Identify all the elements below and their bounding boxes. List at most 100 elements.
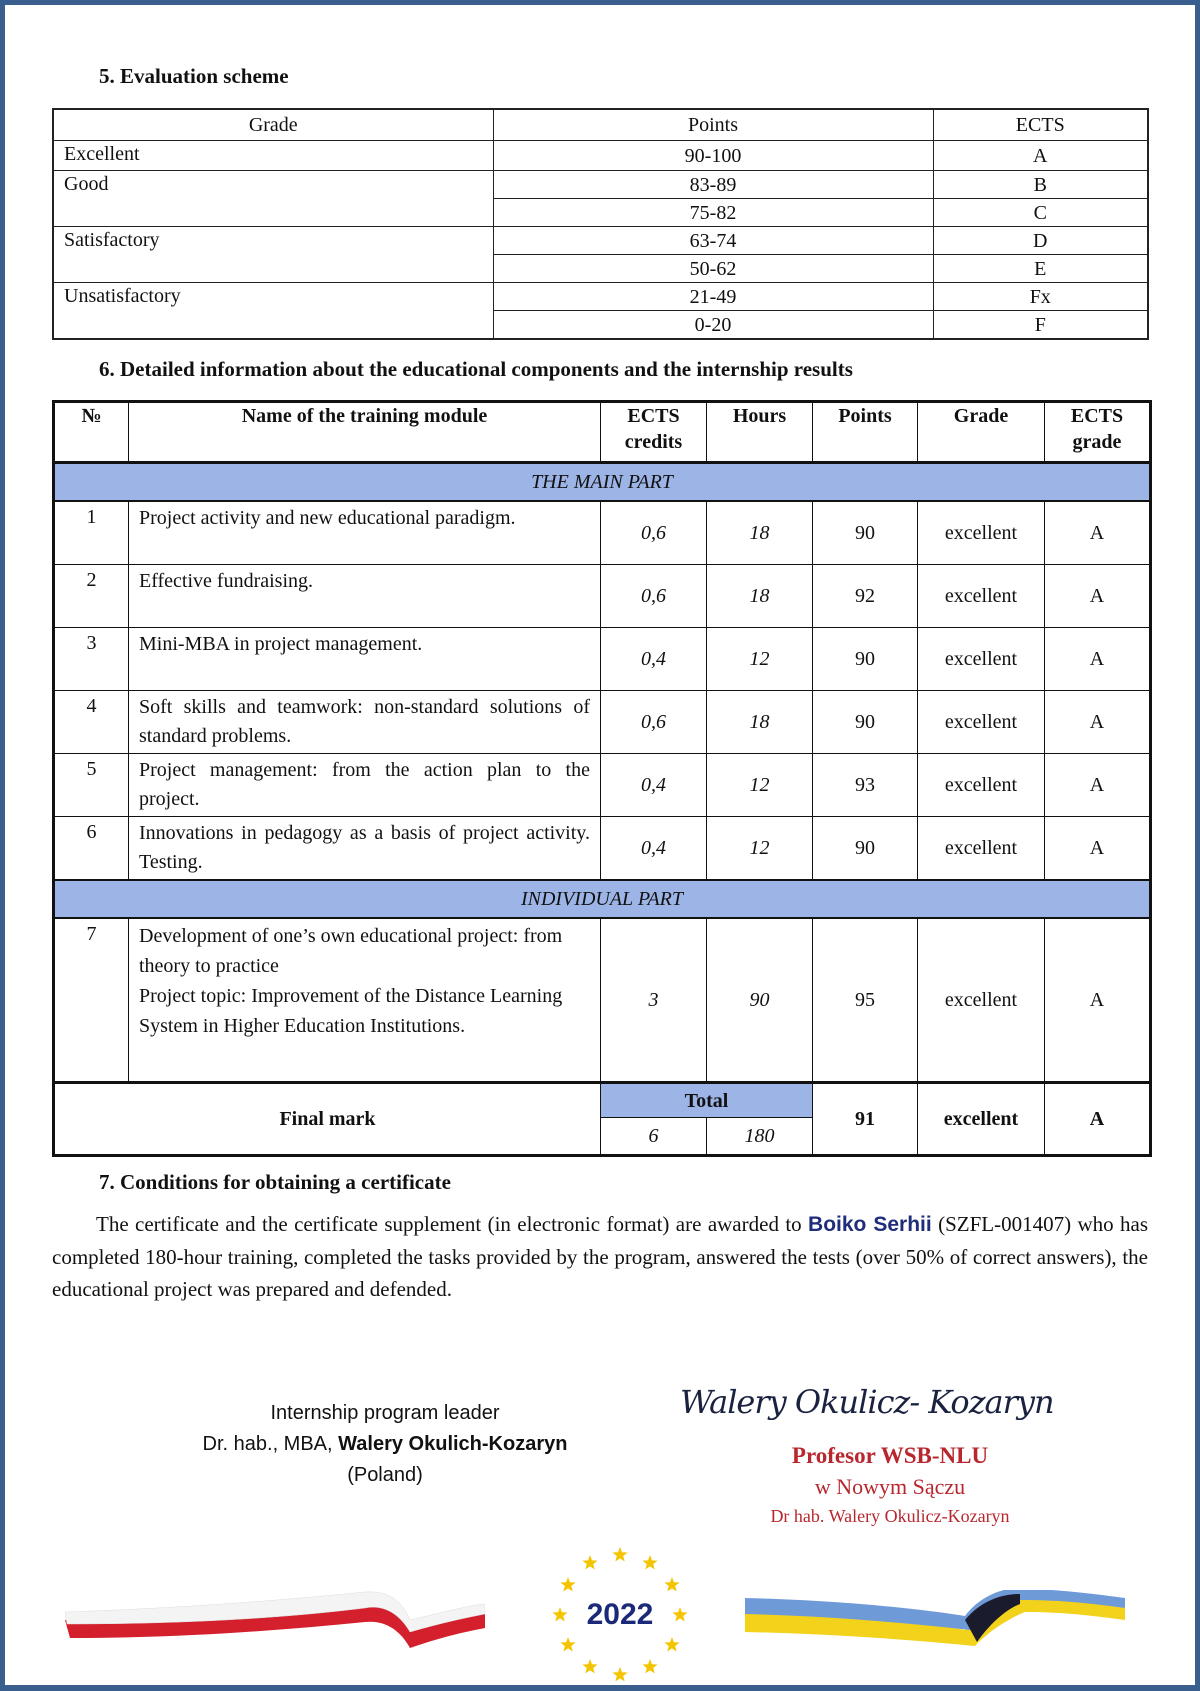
evaluation-row: Unsatisfactory 21-49 Fx <box>52 282 1149 340</box>
module-ects-grade: A <box>1044 753 1151 817</box>
grade-cell: Satisfactory <box>52 226 494 283</box>
module-name: Soft skills and teamwork: non-standard s… <box>128 690 601 754</box>
final-ects-grade: A <box>1044 1081 1151 1156</box>
module-points: 90 <box>812 500 918 565</box>
evaluation-row: Excellent 90-100 A <box>52 140 1149 171</box>
final-total-row: 6 180 <box>54 1117 1151 1156</box>
module-row: 2 Effective fundraising. 0,6 18 92 excellent A <box>53 564 1151 628</box>
eu-star-icon <box>672 1607 688 1622</box>
section-6-title: 6. Detailed information about the educat… <box>99 357 853 381</box>
module-hours: 18 <box>706 690 813 754</box>
total-label: Total <box>600 1081 813 1118</box>
eu-star-icon <box>664 1577 680 1592</box>
total-ects: 6 <box>600 1117 707 1156</box>
results-table: № Name of the training module ECTS credi… <box>52 400 1152 1157</box>
evaluation-row: Satisfactory 63-74 D <box>52 226 1149 283</box>
module-grade: excellent <box>917 753 1045 817</box>
handwritten-signature: Walery Okulicz- Kozaryn <box>680 1383 1055 1421</box>
module-grade: excellent <box>917 816 1045 881</box>
eu-stars-icon <box>552 1547 688 1682</box>
module-ects-grade: A <box>1044 500 1151 565</box>
module-ects-grade: A <box>1044 816 1151 881</box>
header-hours: Hours <box>706 401 813 464</box>
eu-star-icon <box>582 1555 598 1570</box>
module-hours: 90 <box>706 917 813 1083</box>
module-grade: excellent <box>917 917 1045 1083</box>
ects-cell: C <box>932 198 1149 227</box>
ukrainian-flag-ribbon-icon <box>745 1590 1125 1646</box>
module-name: Development of one’s own educational pro… <box>128 917 601 1083</box>
total-hours: 180 <box>706 1117 813 1156</box>
module-name: Project management: from the action plan… <box>128 753 601 817</box>
conditions-text-before: The certificate and the certificate supp… <box>96 1212 809 1236</box>
ects-cell: Fx <box>932 282 1149 311</box>
header-points: Points <box>492 108 934 141</box>
header-name: Name of the training module <box>128 401 601 464</box>
module-ects-grade: A <box>1044 627 1151 691</box>
module-hours: 12 <box>706 816 813 881</box>
module-row: 5 Project management: from the action pla… <box>53 753 1151 817</box>
module-grade: excellent <box>917 500 1045 565</box>
conditions-paragraph: The certificate and the certificate supp… <box>52 1208 1148 1305</box>
module-points: 90 <box>812 816 918 881</box>
grade-cell: Excellent <box>52 140 494 171</box>
eu-star-icon <box>642 1658 658 1674</box>
conditions-text-after: (SZFL-001407) who has completed 180-hour… <box>52 1212 1148 1301</box>
module-num: 1 <box>53 500 129 565</box>
points-cell: 90-100 <box>492 140 934 171</box>
module-ects: 0,4 <box>600 753 707 817</box>
leader-name: Walery Okulich-Kozaryn <box>338 1433 568 1455</box>
module-row: 1 Project activity and new educational pa… <box>53 500 1151 565</box>
evaluation-header-row: Grade Points ECTS <box>52 108 1149 141</box>
module-ects: 0,6 <box>600 500 707 565</box>
final-grade: excellent <box>917 1081 1045 1156</box>
module-name: Project activity and new educational par… <box>128 500 601 565</box>
section-label: THE MAIN PART <box>53 461 1151 502</box>
module-ects: 3 <box>600 917 707 1083</box>
header-ects: ECTS credits <box>600 401 707 464</box>
eu-star-icon <box>664 1637 680 1652</box>
eu-star-icon <box>612 1667 628 1682</box>
ects-cell: B <box>932 170 1149 199</box>
module-ects: 0,4 <box>600 816 707 881</box>
ects-cell: F <box>932 310 1149 340</box>
header-ects-grade: ECTS grade <box>1044 401 1151 464</box>
module-points: 92 <box>812 564 918 628</box>
module-ects-grade: A <box>1044 564 1151 628</box>
points-cell: 75-82 <box>492 198 934 227</box>
module-hours: 18 <box>706 500 813 565</box>
points-cell: 83-89 <box>492 170 934 199</box>
points-cell: 50-62 <box>492 254 934 283</box>
ects-cell: E <box>932 254 1149 283</box>
section-row: THE MAIN PART <box>53 461 1151 502</box>
eu-star-icon <box>612 1547 628 1562</box>
stamp-line-3: Dr hab. Walery Okulicz-Kozaryn <box>770 1506 1010 1526</box>
evaluation-row: 0-20 F <box>53 310 1149 340</box>
module-points: 90 <box>812 627 918 691</box>
stamp-line-2: w Nowym Sączu <box>814 1474 966 1499</box>
header-num: № <box>53 401 129 464</box>
module-ects: 0,4 <box>600 627 707 691</box>
eu-star-icon <box>560 1637 576 1652</box>
module-num: 6 <box>53 816 129 881</box>
eu-star-icon <box>552 1607 568 1622</box>
module-hours: 12 <box>706 627 813 691</box>
module-points: 93 <box>812 753 918 817</box>
results-header-row: № Name of the training module ECTS credi… <box>53 401 1151 464</box>
eu-star-icon <box>582 1658 598 1674</box>
module-grade: excellent <box>917 690 1045 754</box>
module-grade: excellent <box>917 564 1045 628</box>
grade-cell: Unsatisfactory <box>52 282 494 340</box>
points-cell: 0-20 <box>492 310 934 340</box>
program-leader-block: Internship program leader Dr. hab., MBA,… <box>150 1398 620 1491</box>
evaluation-row: 50-62 E <box>53 254 1149 283</box>
module-ects: 0,6 <box>600 690 707 754</box>
module-name: Innovations in pedagogy as a basis of pr… <box>128 816 601 881</box>
module-num: 4 <box>53 690 129 754</box>
final-mark-label: Final mark <box>53 1081 601 1156</box>
leader-title: Dr. hab., MBA, <box>202 1433 339 1455</box>
final-points: 91 <box>812 1081 918 1156</box>
polish-flag-ribbon-icon <box>65 1591 485 1648</box>
module-hours: 12 <box>706 753 813 817</box>
